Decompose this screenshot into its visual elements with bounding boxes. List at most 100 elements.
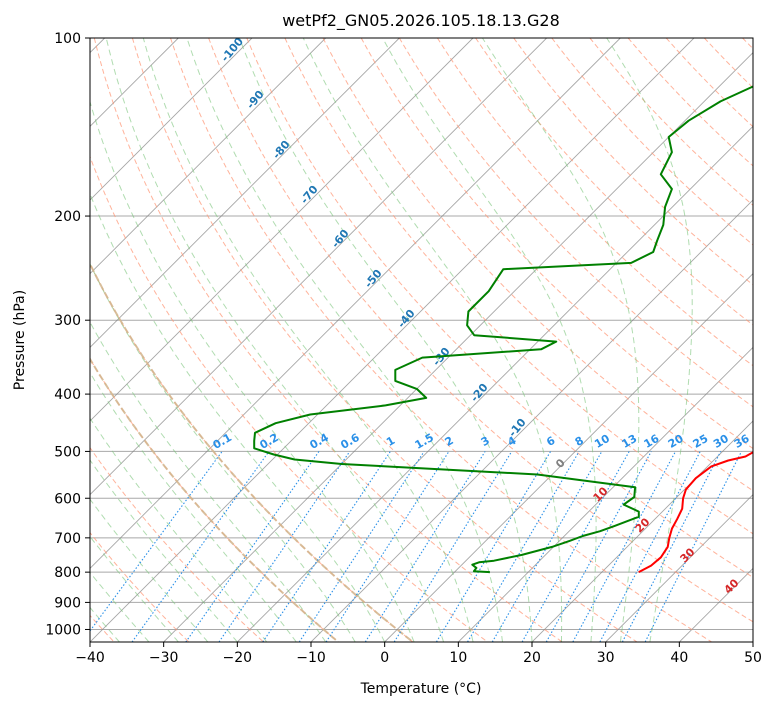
reference-adiabat-line — [90, 357, 339, 642]
moist-adiabat-line — [90, 459, 238, 642]
mixing-ratio-line — [131, 451, 270, 642]
mixing-ratio-line — [621, 451, 722, 642]
mixing-ratio-label: 1 — [384, 434, 397, 449]
isotherm-line — [384, 273, 753, 642]
background-lines — [90, 38, 753, 642]
isotherm-line — [90, 38, 695, 642]
mixing-ratio-label: 16 — [642, 432, 662, 451]
x-axis-ticks: −40 −30 −20 −10 0 10 20 30 40 50 — [75, 642, 762, 666]
mixing-ratio-label: 6 — [544, 434, 557, 449]
moist-adiabat-line — [90, 192, 386, 642]
moist-adiabat-label: -50 — [362, 267, 385, 291]
dry-adiabat-line — [742, 38, 753, 50]
mixing-ratio-line — [572, 451, 677, 642]
chart-title: wetPf2_GN05.2026.105.18.13.G28 — [282, 11, 560, 31]
dry-adiabat-line — [90, 446, 264, 642]
y-tick-label: 500 — [54, 444, 81, 460]
moist-adiabat-line — [90, 571, 150, 642]
mixing-ratio-line — [262, 451, 391, 642]
dry-adiabat-line — [90, 262, 414, 642]
x-tick-label: 40 — [670, 650, 688, 666]
isotherm-line — [605, 494, 753, 642]
x-tick-label: 50 — [744, 650, 762, 666]
moist-adiabat-line — [90, 321, 327, 642]
mixing-ratio-line — [90, 451, 223, 632]
dry-adiabat-line — [90, 155, 488, 642]
mixing-ratio-line — [491, 451, 603, 642]
dewpoint-trace — [253, 85, 753, 574]
moist-adiabat-line — [186, 38, 503, 642]
moist-adiabat-label: -100 — [218, 35, 246, 65]
y-tick-label: 900 — [54, 595, 81, 611]
dry-adiabat-line — [551, 38, 753, 246]
isotherm-line — [531, 420, 753, 642]
mixing-ratio-label: 2 — [443, 434, 456, 449]
x-tick-label: −20 — [223, 650, 253, 666]
mixing-ratio-label: 25 — [691, 432, 711, 451]
dry-adiabat-line — [246, 38, 753, 578]
moist-adiabat-line — [90, 417, 268, 642]
plot-frame — [89, 37, 754, 643]
y-axis-label: Pressure (hPa) — [12, 290, 28, 390]
isotherm-label: 10 — [591, 484, 611, 504]
line-labels: 0.1 0.2 0.4 0.6 1 1.5 2 3 4 6 8 10 13 16 20 25 30 36-100-… — [211, 35, 752, 597]
mixing-ratio-label: 30 — [711, 432, 731, 451]
moist-adiabat-line — [90, 262, 356, 642]
mixing-ratio-line — [218, 451, 351, 642]
reference-adiabat-line — [90, 261, 414, 642]
dry-adiabat-line — [513, 38, 753, 286]
mixing-ratio-line — [393, 451, 513, 642]
mixing-ratio-label: 0.4 — [308, 431, 332, 452]
moist-adiabat-line — [90, 371, 297, 642]
dry-adiabat-line — [131, 38, 638, 642]
moist-adiabat-label: -80 — [270, 138, 293, 162]
dry-adiabat-line — [170, 38, 712, 642]
dry-adiabat-line — [90, 531, 190, 642]
moist-adiabat-line — [382, 38, 597, 642]
mixing-ratio-label: 13 — [620, 432, 640, 451]
moist-adiabat-line — [481, 38, 640, 642]
x-tick-label: 0 — [380, 650, 389, 666]
x-tick-label: 10 — [449, 650, 467, 666]
dry-adiabat-line — [90, 358, 339, 642]
dry-adiabat-line — [436, 38, 753, 367]
moist-adiabat-line — [90, 535, 179, 642]
isotherm-line — [752, 641, 753, 642]
mixing-ratio-label: 36 — [732, 432, 752, 451]
mixing-ratio-line — [298, 451, 425, 642]
mixing-ratio-line — [599, 451, 701, 642]
y-tick-label: 600 — [54, 491, 81, 507]
mixing-ratio-line — [545, 451, 652, 642]
y-tick-label: 100 — [54, 31, 81, 47]
moist-adiabat-line — [606, 38, 693, 642]
mixing-ratio-label: 0.6 — [338, 431, 362, 452]
moist-adiabat-line — [90, 100, 415, 642]
dry-adiabat-line — [322, 38, 753, 492]
mixing-ratio-label: 1.5 — [413, 431, 436, 452]
y-tick-label: 1000 — [45, 622, 81, 638]
isotherm-line — [90, 38, 547, 496]
mixing-ratio-line — [325, 451, 450, 642]
y-tick-label: 400 — [54, 387, 81, 403]
moist-adiabat-line — [105, 38, 445, 642]
isotherm-line — [90, 38, 400, 348]
moist-adiabat-line — [238, 38, 533, 642]
dry-adiabat-line — [208, 38, 753, 623]
mixing-ratio-label: 8 — [573, 434, 586, 449]
mixing-ratio-line — [364, 451, 486, 642]
mixing-ratio-label: 0.1 — [211, 431, 234, 452]
moist-adiabat-label: -20 — [468, 381, 491, 405]
y-tick-label: 800 — [54, 565, 81, 581]
x-tick-label: −30 — [149, 650, 179, 666]
mixing-ratio-label: 10 — [592, 432, 612, 451]
mixing-ratio-label: 0.2 — [258, 431, 281, 452]
x-tick-label: −40 — [75, 650, 105, 666]
x-tick-label: 20 — [523, 650, 541, 666]
temperature-trace — [638, 412, 753, 573]
x-tick-label: 30 — [597, 650, 615, 666]
isotherm-line — [90, 38, 621, 569]
isotherm-label: 0 — [553, 456, 568, 471]
y-tick-label: 700 — [54, 531, 81, 547]
dry-adiabat-line — [398, 38, 753, 408]
